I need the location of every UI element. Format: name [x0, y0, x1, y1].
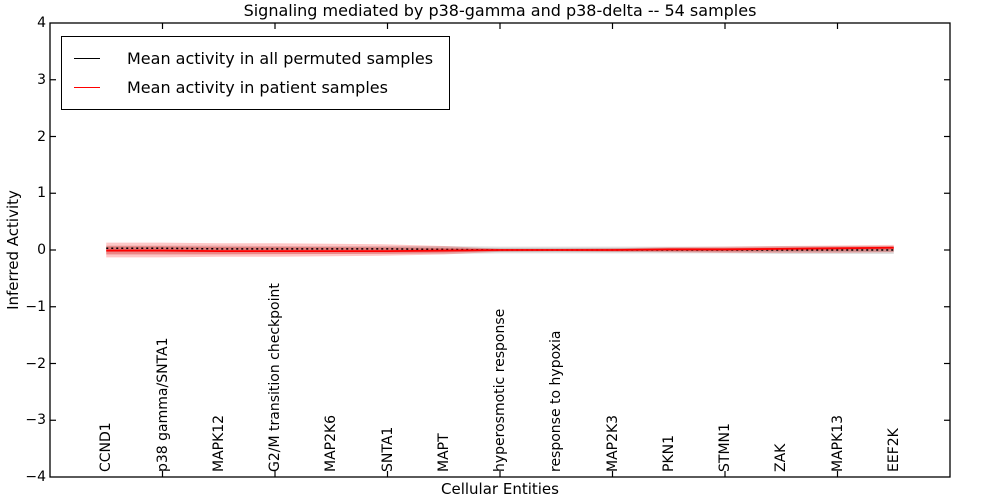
x-entity-label: MAPT — [435, 433, 452, 472]
chart-title: Signaling mediated by p38-gamma and p38-… — [243, 1, 757, 20]
series-0-line — [106, 247, 894, 251]
x-entity-label: SNTA1 — [379, 426, 396, 472]
x-entity-label: p38 gamma/SNTA1 — [154, 337, 171, 473]
x-entity-label: PKN1 — [660, 434, 677, 472]
y-tick-label: −2 — [25, 355, 46, 372]
legend-label: Mean activity in all permuted samples — [127, 49, 434, 68]
y-tick-label: −3 — [25, 412, 46, 429]
patient-line-sample-icon — [74, 87, 100, 88]
y-tick-label: 2 — [37, 128, 46, 145]
x-entity-label: CCND1 — [98, 422, 115, 472]
x-entity-label: MAP2K3 — [604, 414, 621, 472]
x-entity-label: response to hypoxia — [548, 330, 565, 472]
series-1-line — [106, 246, 894, 253]
legend-label: Mean activity in patient samples — [127, 78, 388, 97]
y-tick-label: −1 — [25, 298, 46, 315]
x-entity-label: ZAK — [773, 443, 790, 472]
legend-entry-patient: Mean activity in patient samples — [74, 73, 433, 102]
x-entity-label: MAPK12 — [210, 414, 227, 472]
y-tick-label: 4 — [37, 15, 46, 31]
x-entity-label: G2/M transition checkpoint — [267, 283, 283, 472]
x-entity-label: STMN1 — [717, 423, 733, 472]
y-tick-label: −4 — [25, 469, 46, 485]
x-axis-label: Cellular Entities — [441, 480, 559, 498]
y-tick-label: 3 — [37, 71, 46, 88]
legend-entry-permuted: Mean activity in all permuted samples — [74, 44, 433, 73]
permuted-line-sample-icon — [74, 58, 100, 59]
y-tick-label: 1 — [37, 185, 46, 202]
x-entity-label: MAP2K6 — [323, 414, 340, 472]
x-entity-label: EEF2K — [885, 428, 902, 472]
legend: Mean activity in all permuted samples Me… — [61, 36, 451, 110]
x-entity-label: hyperosmotic response — [492, 308, 508, 472]
y-tick-label: 0 — [37, 242, 46, 258]
x-entity-label: MAPK13 — [829, 414, 846, 472]
